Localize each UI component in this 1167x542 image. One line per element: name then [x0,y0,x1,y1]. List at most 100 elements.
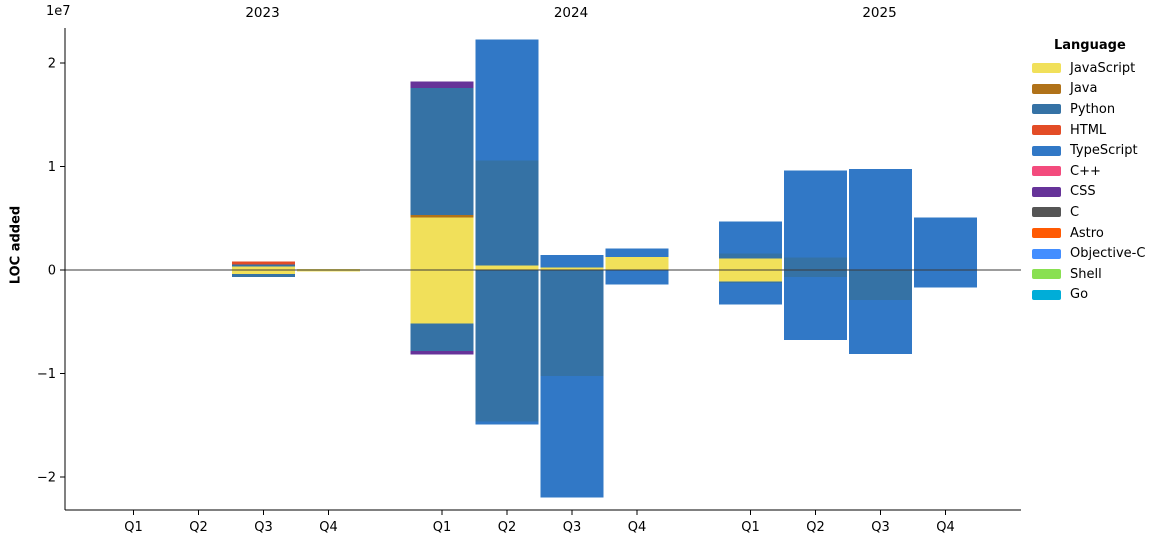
legend-item-go: Go [1032,285,1162,306]
legend-item-astro: Astro [1032,223,1162,244]
legend-title: Language [1054,38,1126,53]
y-tick-label: 2 [48,57,56,72]
bar-segment-added-typescript [540,254,604,268]
legend-item-objective-c: Objective-C [1032,243,1162,264]
bar-segment-removed-python [719,281,782,284]
bar-segment-removed-python [232,274,295,278]
legend-swatch-icon [1032,104,1061,115]
legend-label: JavaScript [1070,60,1136,76]
bar-segment-removed-typescript [914,270,977,288]
bar-segment-added-typescript [914,217,977,270]
bar-segment-added-javascript [540,267,604,270]
legend-label: Objective-C [1070,246,1146,262]
bar-segment-removed-typescript [719,283,782,305]
bar-segment-added-javascript [410,217,474,270]
bar-segment-removed-python [410,323,474,352]
bar-segment-added-python [232,264,295,267]
bar-segment-removed-typescript [475,421,539,425]
bar-segment-added-javascript [605,256,669,270]
legend-swatch-icon [1032,248,1061,259]
year-label: 2023 [245,5,279,21]
legend-label: C++ [1070,163,1101,179]
x-tick-label: Q3 [871,520,890,535]
legend: Language JavaScript Java Python HTML TypeScr… [1032,38,1162,305]
legend-item-html: HTML [1032,120,1162,141]
y-axis-title: LOC added [8,205,24,285]
bar-segment-removed-typescript [540,375,604,498]
x-tick-label: Q4 [319,520,338,535]
x-tick-label: Q2 [189,520,208,535]
bar-segment-removed-javascript [719,270,782,282]
bar-segment-removed-python [784,270,847,278]
x-tick-label: Q1 [124,520,143,535]
legend-swatch-icon [1032,186,1061,197]
legend-label: Shell [1070,266,1102,282]
bar-segment-removed-python [475,270,539,422]
x-tick-label: Q3 [254,520,273,535]
bar-segment-removed-typescript [849,300,912,355]
bar-segment-added-javascript [232,266,295,270]
bar-segment-added-css [410,81,474,89]
y-tick-label: 1 [48,160,56,175]
legend-swatch-icon [1032,289,1061,300]
y-tick-label: −2 [37,471,56,486]
legend-swatch-icon [1032,63,1061,74]
legend-swatch-icon [1032,83,1061,94]
legend-swatch-icon [1032,269,1061,280]
bar-segment-added-typescript [719,221,782,254]
x-tick-label: Q4 [628,520,647,535]
legend-label: CSS [1070,184,1096,200]
legend-swatch-icon [1032,207,1061,218]
y-tick-label: 0 [48,264,56,279]
year-label: 2025 [862,5,896,21]
legend-item-java: Java [1032,79,1162,100]
bar-segment-removed-python [849,270,912,301]
legend-item-c: C [1032,202,1162,223]
bar-segment-added-python [475,160,539,266]
legend-item-typescript: TypeScript [1032,140,1162,161]
bar-segment-added-javascript [719,258,782,270]
legend-items: JavaScript Java Python HTML TypeScript C++ CSS… [1032,58,1162,305]
legend-label: HTML [1070,122,1107,138]
x-tick-label: Q1 [741,520,760,535]
bar-segment-added-typescript [605,248,669,257]
legend-swatch-icon [1032,125,1061,136]
bar-segment-removed-typescript [784,277,847,341]
bar-segment-removed-typescript [605,270,669,285]
legend-item-python: Python [1032,99,1162,120]
legend-swatch-icon [1032,166,1061,177]
bar-segment-removed-javascript [232,270,295,275]
y-tick-label: −1 [37,367,56,382]
x-tick-label: Q2 [498,520,517,535]
bar-segment-added-html [232,261,295,265]
bar-segment-removed-javascript [297,270,360,272]
legend-item-c++: C++ [1032,161,1162,182]
y-axis-offset-text: 1e7 [46,4,71,19]
bar-segment-removed-javascript [410,270,474,324]
legend-label: Python [1070,101,1116,117]
bar-segment-added-python [719,253,782,259]
legend-label: Go [1070,287,1089,303]
bar-segment-added-typescript [849,168,912,270]
x-tick-label: Q3 [563,520,582,535]
bar-segment-added-python [784,257,847,270]
bar-segment-added-java [410,215,474,218]
legend-label: C [1070,204,1080,220]
bar-segment-added-python [410,88,474,216]
legend-swatch-icon [1032,228,1061,239]
x-tick-label: Q1 [433,520,452,535]
year-label: 2024 [554,5,588,21]
legend-item-shell: Shell [1032,264,1162,285]
x-tick-label: Q2 [806,520,825,535]
legend-swatch-icon [1032,145,1061,156]
bar-segment-added-typescript [475,39,539,161]
bar-segment-added-javascript [297,268,360,270]
x-tick-label: Q4 [936,520,955,535]
bar-segment-added-javascript [475,265,539,270]
legend-label: Java [1070,81,1098,97]
legend-label: Astro [1070,225,1104,241]
legend-item-javascript: JavaScript [1032,58,1162,79]
bar-segment-added-typescript [784,170,847,258]
legend-item-css: CSS [1032,182,1162,203]
